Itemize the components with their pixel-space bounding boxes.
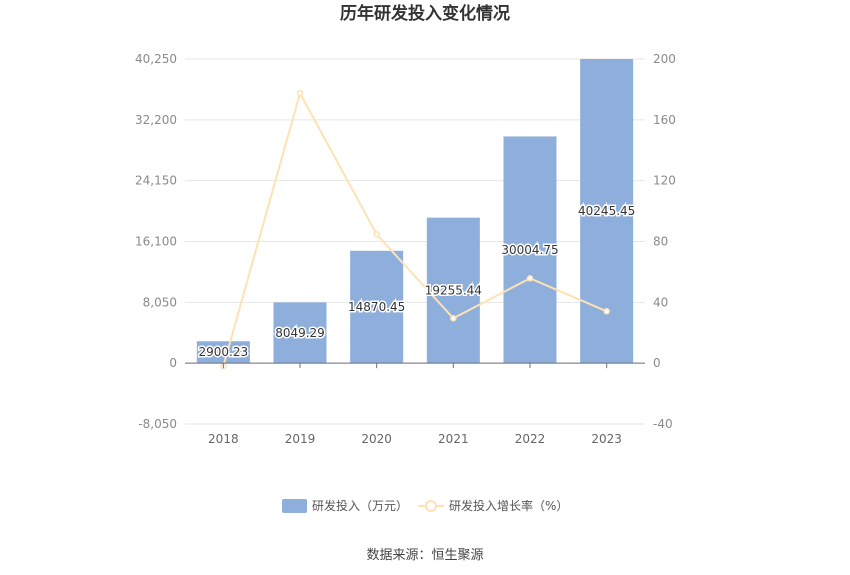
source-note: 数据来源：恒生聚源 bbox=[366, 548, 483, 563]
y-right-tick-label: 80 bbox=[653, 235, 668, 249]
legend-line-label: 研发投入增长率（%） bbox=[449, 498, 568, 513]
y-right-tick-label: 200 bbox=[653, 52, 676, 66]
y-right-tick-label: -40 bbox=[653, 417, 673, 431]
grid bbox=[185, 58, 645, 425]
y-left-tick-label: 24,150 bbox=[135, 174, 177, 188]
y-right-tick-label: 0 bbox=[653, 356, 661, 370]
bar-value-label: 14870.45 bbox=[348, 300, 405, 314]
legend-item-bar[interactable]: 研发投入（万元） bbox=[282, 498, 408, 513]
bar bbox=[426, 217, 480, 364]
y-left-tick-label: -8,050 bbox=[138, 417, 177, 431]
bar bbox=[503, 136, 557, 364]
legend-line-marker bbox=[425, 500, 437, 512]
y-left-tick-label: 16,100 bbox=[135, 235, 177, 249]
y-left-tick-label: 8,050 bbox=[143, 295, 177, 309]
y-left-tick-label: 40,250 bbox=[135, 52, 177, 66]
bar bbox=[196, 341, 250, 364]
y-left-tick-label: 32,200 bbox=[135, 113, 177, 127]
bar-value-label: 8049.29 bbox=[275, 326, 325, 340]
x-tick-label: 2023 bbox=[591, 432, 622, 446]
line-series bbox=[220, 89, 610, 370]
axes: -8,050 -40 0 0 8,050 40 16,100 80 24,150 120 32,20… bbox=[135, 52, 676, 446]
line-point bbox=[526, 275, 534, 282]
legend-item-line[interactable]: 研发投入增长率（%） bbox=[418, 498, 568, 513]
line-point bbox=[450, 315, 457, 322]
legend-bar-swatch bbox=[282, 499, 307, 513]
chart-title: 历年研发投入变化情况 bbox=[340, 3, 510, 24]
bar-value-label: 30004.75 bbox=[501, 243, 558, 257]
data-labels: 2900.23 8049.29 14870.45 19255.44 30004.75 40… bbox=[197, 203, 637, 361]
bar-value-label: 2900.23 bbox=[199, 345, 249, 359]
bar bbox=[273, 302, 327, 364]
bar-value-label: 40245.45 bbox=[578, 204, 635, 218]
x-tick-label: 2022 bbox=[515, 432, 546, 446]
legend[interactable]: 研发投入（万元） 研发投入增长率（%） bbox=[282, 498, 568, 513]
growth-line bbox=[222, 90, 608, 367]
line-point bbox=[296, 89, 304, 97]
x-tick-label: 2018 bbox=[208, 432, 239, 446]
bar-series bbox=[196, 59, 634, 364]
bar bbox=[350, 250, 404, 364]
legend-bar-label: 研发投入（万元） bbox=[312, 498, 408, 513]
line-point bbox=[373, 231, 380, 238]
bar-value-label: 19255.44 bbox=[425, 283, 482, 297]
line-point bbox=[603, 308, 610, 315]
x-tick-label: 2020 bbox=[361, 432, 392, 446]
x-tick-label: 2019 bbox=[285, 432, 316, 446]
y-right-tick-label: 120 bbox=[653, 174, 676, 188]
y-right-tick-label: 160 bbox=[653, 113, 676, 127]
y-right-tick-label: 40 bbox=[653, 295, 668, 309]
y-left-tick-label: 0 bbox=[169, 356, 177, 370]
x-tick-label: 2021 bbox=[438, 432, 469, 446]
